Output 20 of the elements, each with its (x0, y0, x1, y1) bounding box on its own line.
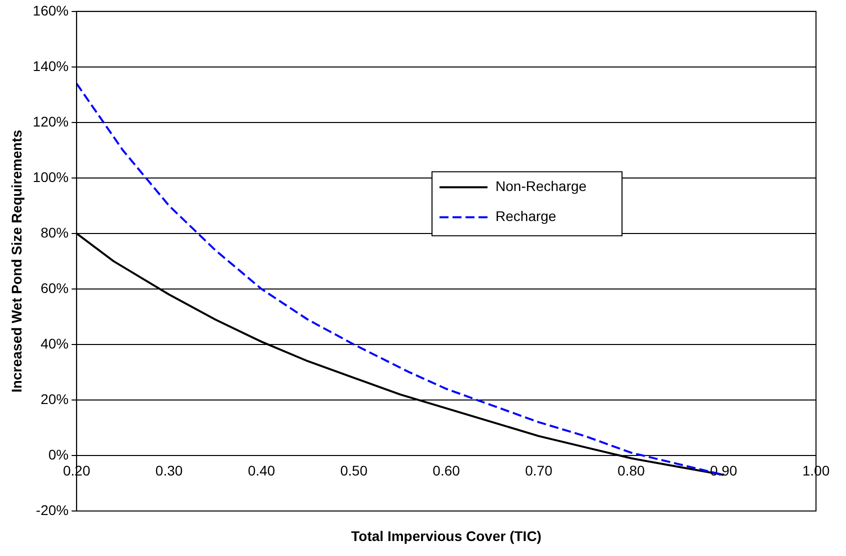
y-tick-label: 40% (40, 335, 69, 352)
x-tick-label: 0.30 (155, 462, 183, 479)
y-tick-label: -20% (36, 502, 69, 518)
y-tick-label: 60% (40, 280, 69, 296)
y-tick-label: 120% (32, 113, 69, 130)
x-tick-label: 0.40 (248, 462, 276, 479)
x-axis-title: Total Impervious Cover (TIC) (351, 528, 542, 544)
legend-label: Recharge (496, 208, 556, 224)
y-tick-label: 80% (40, 224, 69, 240)
y-tick-label: 0% (48, 446, 69, 462)
y-tick-label: 100% (32, 168, 69, 185)
y-tick-label: 20% (40, 390, 69, 407)
y-axis-title: Increased Wet Pond Size Requirements (8, 130, 24, 393)
x-tick-label: 0.60 (432, 462, 460, 479)
x-tick-label: 0.50 (340, 462, 368, 479)
x-tick-label: 0.80 (618, 462, 645, 479)
x-tick-label: 0.70 (525, 462, 553, 479)
y-tick-label: 140% (32, 58, 69, 74)
y-tick-label: 160% (32, 2, 69, 18)
legend-label: Non-Recharge (496, 178, 587, 194)
